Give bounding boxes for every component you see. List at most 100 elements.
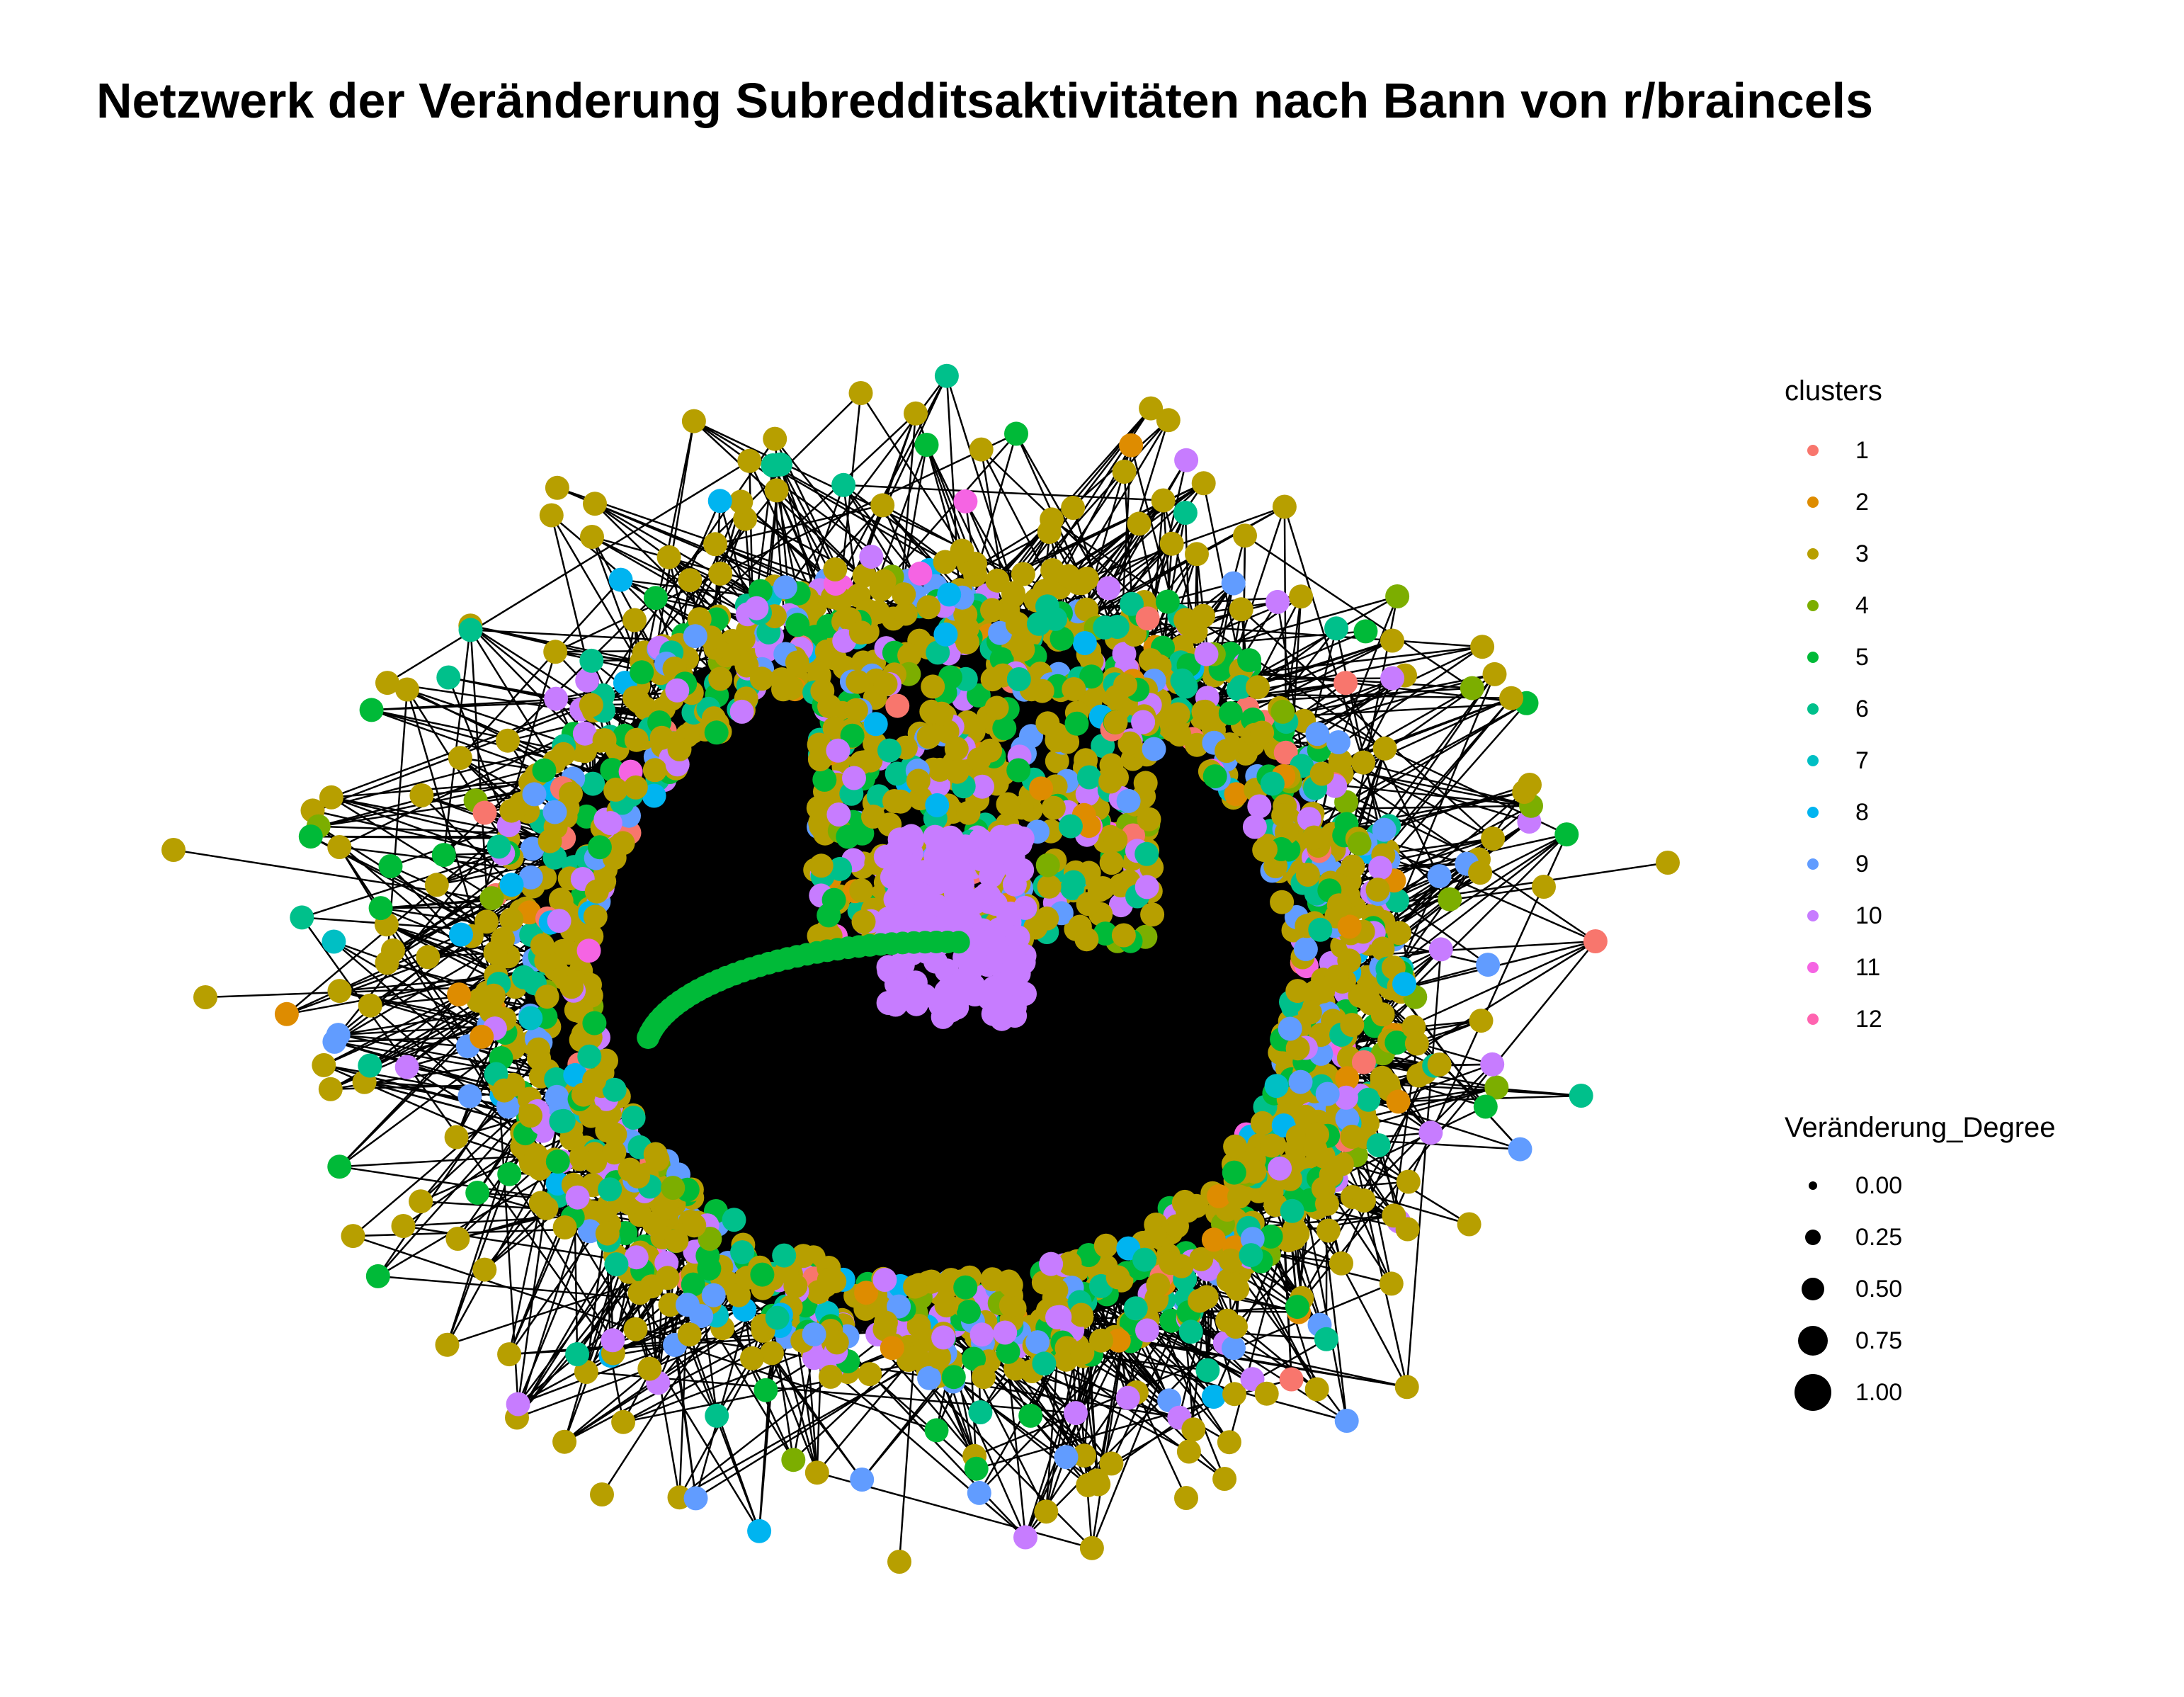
network-node: [697, 1256, 722, 1281]
network-node: [1370, 936, 1395, 961]
network-node: [701, 1283, 726, 1307]
network-node: [818, 1364, 843, 1389]
network-node: [785, 650, 809, 675]
network-node: [465, 1181, 490, 1205]
network-node: [1173, 501, 1198, 525]
network-node: [365, 1264, 390, 1288]
network-node: [933, 622, 958, 647]
network-node: [563, 1062, 588, 1087]
network-node: [1404, 1031, 1429, 1056]
network-node: [544, 686, 569, 711]
network-node: [1025, 1330, 1050, 1355]
network-node: [708, 666, 733, 691]
network-node: [1134, 875, 1159, 899]
network-node: [842, 766, 866, 790]
network-node: [887, 983, 911, 1008]
network-node: [1518, 773, 1542, 797]
network-node: [1295, 863, 1320, 887]
network-node: [779, 676, 804, 700]
network-edge: [334, 1035, 482, 1043]
network-node: [747, 1519, 772, 1543]
network-node: [885, 693, 910, 718]
network-node: [1188, 1288, 1212, 1313]
network-node: [624, 1245, 649, 1270]
network-node: [924, 1418, 949, 1443]
network-node: [814, 639, 839, 664]
legend-cluster-label: 2: [1855, 489, 1869, 516]
network-node: [608, 567, 633, 592]
network-node: [1285, 1036, 1310, 1061]
legend-cluster-key: [1807, 652, 1819, 663]
network-node: [908, 561, 933, 586]
network-node: [980, 1267, 1005, 1292]
network-node: [319, 785, 343, 810]
legend-size-item: 0.00: [1785, 1160, 2139, 1211]
network-node: [1135, 606, 1160, 631]
network-node: [852, 563, 877, 588]
network-node: [543, 640, 568, 664]
network-node: [931, 1004, 955, 1029]
network-node: [1093, 921, 1117, 946]
network-node: [602, 1140, 627, 1165]
network-node: [676, 1293, 700, 1317]
legend-size-key: [1798, 1326, 1828, 1356]
network-node: [470, 1024, 494, 1049]
network-node: [1030, 679, 1054, 703]
network-node: [1384, 1031, 1409, 1055]
network-node: [479, 886, 504, 911]
network-node: [358, 1053, 382, 1078]
network-node: [957, 1300, 981, 1324]
network-node: [547, 909, 571, 933]
network-node: [859, 545, 884, 569]
network-node: [1222, 1273, 1247, 1298]
network-node: [1056, 564, 1081, 589]
network-node: [1064, 711, 1089, 736]
network-node: [1288, 1069, 1313, 1094]
network-node: [1473, 1094, 1498, 1119]
network-node: [409, 1189, 433, 1214]
network-edge: [516, 1368, 650, 1419]
network-node: [341, 1224, 365, 1249]
network-node: [579, 648, 604, 673]
network-node: [1039, 1252, 1064, 1276]
network-node: [445, 1227, 470, 1251]
legend-size-item: 1.00: [1785, 1367, 2139, 1418]
network-node: [877, 738, 902, 763]
network-node: [934, 363, 959, 388]
network-node: [1041, 795, 1066, 820]
network-node: [1032, 1351, 1057, 1376]
legend-cluster-key: [1807, 445, 1819, 456]
network-node: [658, 1293, 683, 1317]
network-node: [322, 1029, 347, 1054]
network-node: [678, 568, 703, 593]
network-node: [1335, 1066, 1360, 1091]
network-node: [1482, 662, 1507, 686]
network-node: [970, 774, 994, 799]
network-node: [849, 878, 874, 903]
network-node: [1093, 1233, 1118, 1258]
legend-cluster-label: 6: [1855, 696, 1869, 722]
network-node: [1119, 433, 1144, 458]
network-node: [1481, 827, 1506, 851]
network-node: [744, 596, 769, 620]
network-node: [1201, 1227, 1226, 1252]
network-node: [916, 595, 941, 620]
network-node: [764, 478, 789, 503]
network-node: [1105, 1265, 1130, 1290]
network-node: [1027, 611, 1051, 636]
network-node: [511, 965, 536, 989]
network-node: [1132, 1247, 1157, 1272]
network-node: [391, 1214, 416, 1238]
network-node: [753, 1378, 778, 1402]
network-node: [854, 1281, 879, 1305]
legend-size-title: Veränderung_Degree: [1785, 1112, 2056, 1143]
network-node: [1340, 1125, 1365, 1149]
network-node: [698, 1227, 722, 1251]
network-node: [1222, 1160, 1246, 1185]
network-node: [1438, 887, 1462, 912]
network-node: [1335, 1106, 1360, 1131]
network-node: [1341, 854, 1365, 879]
network-node: [1003, 856, 1028, 880]
network-node: [993, 1320, 1018, 1345]
network-node: [1387, 921, 1411, 946]
